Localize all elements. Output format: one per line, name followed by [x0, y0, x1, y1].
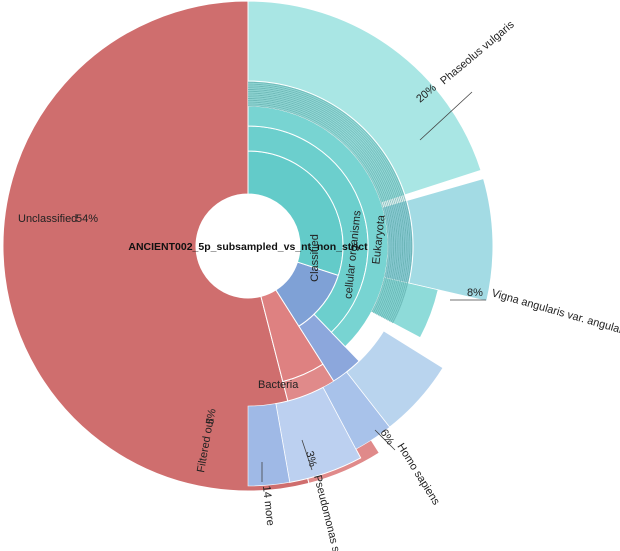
eukaryota-ring-line — [247, 83, 411, 323]
eukaryota-ring-line — [247, 99, 395, 315]
label-pseudomonas: Pseudomonas sp. — [311, 474, 344, 551]
label-homo-sapiens: Homo sapiens — [394, 441, 442, 507]
label-filtered-out-percent: 5% — [204, 408, 219, 426]
eukaryota-ring-line — [247, 92, 402, 319]
label-unclassified: Unclassified — [18, 213, 77, 225]
leader-pseudomonas — [301, 439, 313, 471]
chart-segments — [2, 0, 494, 492]
label-vigna-angularis: Vigna angularis var. angularis — [490, 287, 620, 338]
center-hole[interactable] — [196, 194, 300, 298]
segment-14-more[interactable] — [247, 403, 291, 487]
label-eukaryota: Eukaryota — [370, 214, 387, 265]
leader-phaseolus-vulgaris — [419, 91, 473, 141]
eukaryota-ring-line — [247, 98, 396, 316]
label-bacteria: Bacteria — [258, 379, 299, 391]
label-pseudomonas-percent: 3% — [303, 450, 319, 469]
chart-title: ANCIENT002_5p_subsampled_vs_nt_non_stric… — [128, 241, 368, 253]
eukaryota-ring-line — [247, 81, 413, 324]
label-leaders — [261, 91, 486, 482]
leader-homo-sapiens — [374, 429, 396, 451]
label-unclassified-percent: 54% — [76, 213, 98, 225]
eukaryota-ring-line — [247, 103, 391, 314]
eukaryota-ring-line — [247, 94, 400, 318]
eukaryota-ring-line — [247, 89, 405, 320]
eukaryota-ring-line — [247, 101, 393, 314]
eukaryota-ring-line — [247, 85, 409, 322]
eukaryota-ring-line — [247, 96, 398, 317]
label-vigna-percent: 8% — [467, 287, 483, 299]
segment-bacteria-misc[interactable] — [322, 371, 391, 450]
eukaryota-ring-line — [247, 90, 404, 320]
segment-vigna-angularis-outer[interactable] — [405, 177, 494, 302]
eukaryota-ring-line — [247, 87, 407, 321]
label-14-more: 14 more — [260, 485, 276, 526]
label-phaseolus-vulgaris: Phaseolus vulgaris — [438, 18, 517, 87]
eukaryota-ring-line — [247, 105, 389, 313]
segment-phaseolus-vulgaris-outer[interactable] — [247, 0, 482, 196]
label-classified: Classified — [309, 234, 321, 282]
